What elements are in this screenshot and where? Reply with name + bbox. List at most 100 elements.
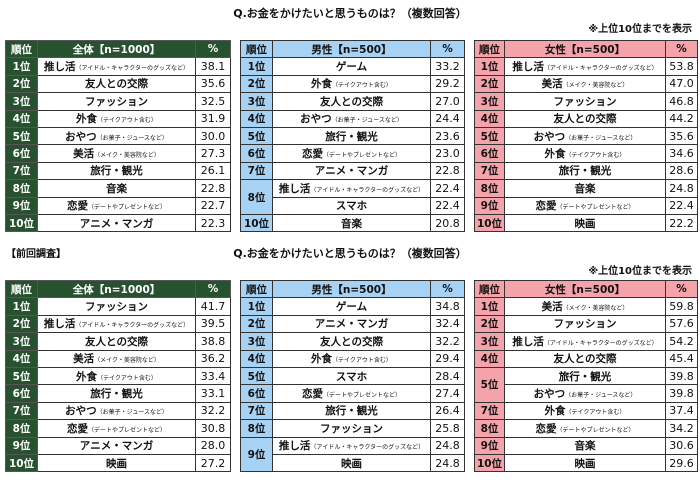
item-cell: 音楽 — [504, 436, 666, 455]
item-label: 映画 — [574, 457, 596, 470]
item-cell: 推し活（アイドル・キャラクターのグッズなど） — [504, 332, 666, 351]
table-row: 3位 友人との交際 27.0 — [240, 92, 465, 111]
current-ranking-table-green: 順位 全体【n=1000】% 1位 推し活（アイドル・キャラクターのグッズなど） 38.… — [5, 39, 231, 233]
item-note: （お菓子・ジュースなど） — [96, 134, 168, 142]
table-row: 6位 恋愛（デートやプレゼントなど） 27.4 — [240, 384, 465, 403]
item-label: 恋愛 — [66, 422, 88, 435]
item-label: 外食 — [544, 148, 566, 161]
percent-cell: 32.2 — [195, 401, 231, 421]
item-note: （お菓子・ジュースなど） — [331, 117, 403, 125]
rank-cell: 2位 — [5, 314, 38, 334]
rank-header: 順位 — [240, 279, 273, 299]
percent-cell: 24.4 — [430, 109, 465, 128]
table-row: 6位 美活（メイク・美容院など） 27.3 — [5, 144, 231, 163]
table-row: 10位 映画 22.2 — [474, 213, 698, 233]
item-label: 映画 — [574, 217, 596, 230]
percent-cell: 27.0 — [430, 92, 465, 111]
table-row: 1位 ゲーム 34.8 — [240, 297, 465, 316]
rank-header: 順位 — [5, 39, 38, 59]
table-row: 8位 推し活（アイドル・キャラクターのグッズなど） 22.4 — [240, 179, 465, 215]
item-note: （デートやプレゼントなど） — [322, 392, 401, 400]
rank-cell: 5位 — [474, 366, 505, 403]
percent-cell: 34.2 — [665, 419, 698, 438]
item-note: （デートやプレゼントなど） — [322, 152, 401, 160]
percent-cell: 32.2 — [430, 332, 465, 351]
table-row: 1位 推し活（アイドル・キャラクターのグッズなど） 53.8 — [474, 57, 698, 76]
percent-cell: 45.4 — [665, 349, 698, 368]
rank-cell: 10位 — [474, 453, 505, 473]
item-cell: スマホ — [272, 366, 431, 386]
rank-cell: 3位 — [474, 92, 505, 111]
item-cell: 音楽 — [504, 179, 666, 198]
item-note: （メイク・美容院など） — [562, 305, 629, 313]
table-row: 5位 旅行・観光 39.8 — [474, 366, 698, 403]
item-note: （メイク・美容院など） — [94, 152, 160, 160]
table-row: 映画 24.8 — [241, 453, 465, 473]
table-header-row: 順位 女性【n=500】% — [474, 39, 698, 59]
percent-cell: 28.0 — [195, 436, 231, 455]
table-row: 4位 外食（テイクアウト含む） 29.4 — [240, 349, 465, 368]
table-row: 4位 おやつ（お菓子・ジュースなど） 24.4 — [240, 109, 465, 128]
item-note: （デートやプレゼントなど） — [556, 426, 635, 434]
item-cell: ファッション — [37, 297, 196, 316]
table-row: 5位 おやつ（お菓子・ジュースなど） 35.6 — [474, 126, 698, 146]
percent-cell: 31.9 — [195, 109, 231, 128]
item-note: （アイドル・キャラクターのグッズなど） — [75, 322, 190, 330]
percent-cell: 30.8 — [195, 419, 231, 438]
item-label: おやつ — [65, 130, 97, 143]
previous-ranking-table-green: 順位 全体【n=1000】% 1位 ファッション 41.7 2位 推し活（アイドル・キャラク… — [5, 279, 231, 473]
item-note: （メイク・美容院など） — [562, 82, 629, 90]
percent-cell: 22.3 — [195, 213, 231, 233]
rank-cell: 10位 — [5, 213, 38, 233]
rank-cell: 9位 — [5, 436, 38, 455]
item-label: ファッション — [85, 301, 148, 314]
percent-cell: 29.4 — [430, 349, 465, 368]
percent-header: % — [430, 39, 465, 59]
rank-cell: 2位 — [240, 314, 273, 334]
table-row: 5位 旅行・観光 23.6 — [240, 126, 465, 146]
item-label: 旅行・観光 — [558, 370, 612, 383]
item-cell: 音楽 — [272, 213, 431, 233]
rank-header: 順位 — [474, 279, 505, 299]
table-row: 2位 アニメ・マンガ 32.4 — [240, 314, 465, 334]
table-row: 7位 外食（テイクアウト含む） 37.4 — [474, 401, 698, 421]
item-label: 推し活 — [278, 182, 311, 195]
percent-cell: 22.4 — [665, 196, 698, 215]
percent-cell: 22.8 — [430, 161, 465, 181]
item-cell: 恋愛（デートやプレゼントなど） — [504, 196, 666, 215]
item-cell: 推し活（アイドル・キャラクターのグッズなど） — [37, 314, 196, 334]
percent-cell: 30.0 — [195, 126, 231, 146]
table-row: 10位 映画 29.6 — [474, 453, 698, 473]
rank-cell: 2位 — [240, 74, 273, 94]
previous-survey-title: Q.お金をかけたいと思うものは？（複数回答） — [233, 247, 467, 260]
item-cell: 友人との交際 — [37, 332, 196, 351]
percent-cell: 26.1 — [195, 161, 231, 181]
rank-cell: 2位 — [5, 74, 38, 94]
item-cell: 映画 — [272, 453, 431, 473]
item-cell: スマホ — [272, 196, 431, 215]
item-label: 外食 — [544, 405, 566, 418]
rank-cell: 4位 — [240, 109, 273, 128]
item-cell: 恋愛（デートやプレゼントなど） — [272, 144, 431, 163]
table-row: 9位 恋愛（デートやプレゼントなど） 22.4 — [474, 196, 698, 215]
item-cell: おやつ（お菓子・ジュースなど） — [504, 384, 666, 403]
rank-cell: 8位 — [240, 419, 273, 438]
item-label: 映画 — [106, 457, 127, 470]
table-row: スマホ 22.4 — [241, 196, 465, 215]
percent-cell: 22.2 — [665, 213, 698, 233]
table-row: 7位 旅行・観光 26.1 — [5, 161, 231, 181]
item-label: 友人との交際 — [85, 335, 148, 348]
table-row: 7位 アニメ・マンガ 22.8 — [240, 161, 465, 181]
item-cell: 外食（テイクアウト含む） — [504, 144, 666, 163]
item-cell: 旅行・観光 — [272, 126, 431, 146]
item-label: 推し活 — [43, 318, 76, 331]
item-label: 恋愛 — [535, 200, 557, 213]
table-row: 1位 推し活（アイドル・キャラクターのグッズなど） 38.1 — [5, 57, 231, 76]
table-row: 4位 外食（テイクアウト含む） 31.9 — [5, 109, 231, 128]
table-row: 4位 美活（メイク・美容院など） 36.2 — [5, 349, 231, 368]
item-label: 友人との交際 — [553, 353, 617, 366]
percent-cell: 44.2 — [665, 109, 698, 128]
rank-cell: 8位 — [240, 179, 273, 215]
item-label: 旅行・観光 — [325, 130, 378, 143]
item-cell: ファッション — [37, 92, 196, 111]
